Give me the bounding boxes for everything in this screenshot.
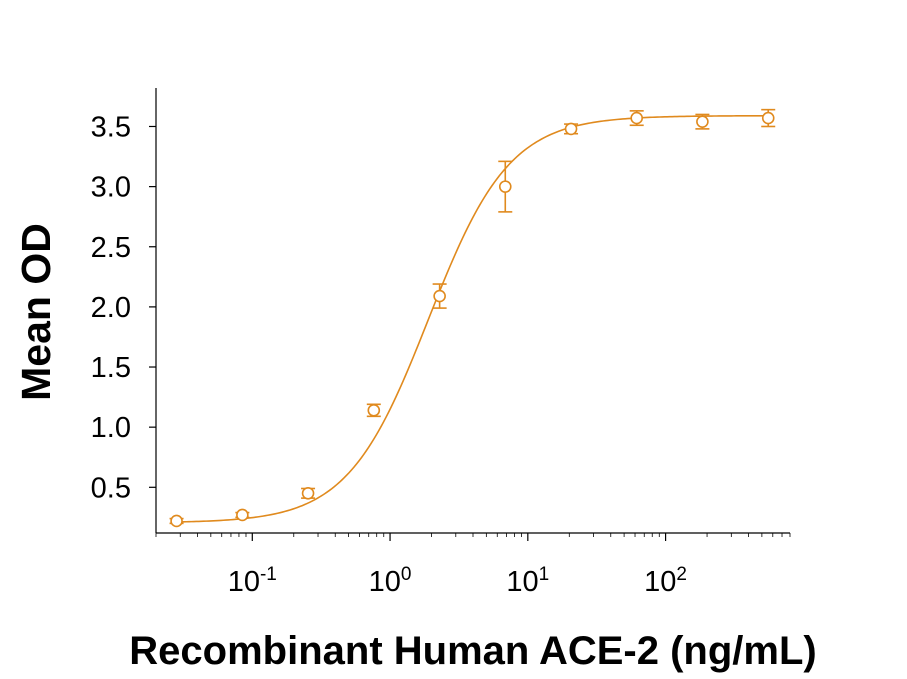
x-axis: 10-1 100 101 102	[155, 532, 791, 598]
data-point	[169, 514, 184, 528]
data-point	[498, 160, 513, 213]
x-tick-label: 101	[506, 564, 549, 598]
data-point	[695, 113, 710, 130]
y-tick-label: 2.0	[91, 292, 131, 324]
data-point	[235, 508, 250, 522]
point-marker	[301, 487, 315, 500]
data-point	[564, 122, 579, 136]
point-marker	[564, 122, 578, 136]
point-marker	[761, 111, 775, 125]
data-point	[432, 283, 447, 309]
point-marker	[696, 115, 709, 128]
data-point	[301, 487, 316, 500]
x-tick-label: 10-1	[228, 564, 277, 598]
point-marker	[630, 111, 643, 125]
y-tick-label: 0.5	[91, 472, 131, 504]
y-tick-label: 1.0	[91, 412, 131, 444]
point-marker	[433, 289, 446, 303]
x-tick-label: 102	[644, 564, 687, 598]
fit-curve	[176, 114, 769, 523]
point-marker	[367, 404, 381, 417]
x-axis-title: Recombinant Human ACE-2 (ng/mL)	[129, 629, 816, 673]
data-points	[169, 108, 776, 528]
y-tick-label: 3.0	[91, 172, 131, 204]
y-tick-label: 2.5	[91, 232, 131, 264]
point-marker	[498, 180, 512, 193]
point-marker	[170, 514, 183, 528]
y-axis-title: Mean OD	[13, 223, 59, 401]
data-point	[366, 403, 381, 418]
data-point	[761, 108, 776, 128]
y-tick-label: 1.5	[91, 352, 131, 384]
x-tick-label: 100	[369, 564, 412, 598]
y-tick-label: 3.5	[91, 111, 131, 143]
data-point	[629, 110, 644, 127]
y-axis: 0.5 1.0 1.5 2.0 2.5 3.0 3.5	[91, 88, 157, 533]
point-marker	[236, 508, 249, 522]
